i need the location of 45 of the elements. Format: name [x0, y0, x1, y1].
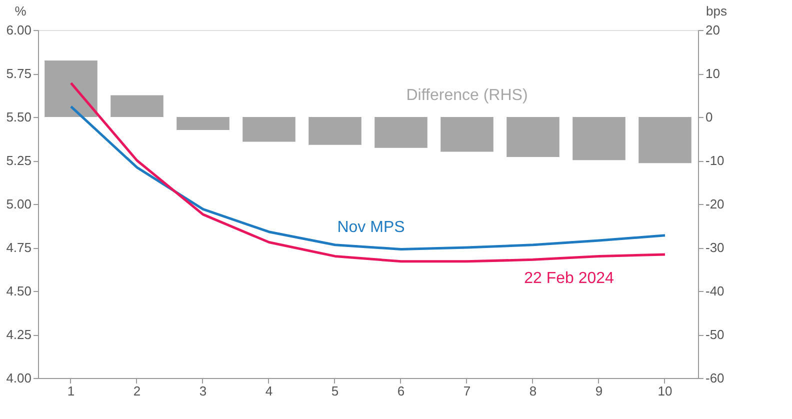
bar — [638, 117, 692, 164]
bar — [440, 117, 494, 152]
bar — [572, 117, 626, 160]
y-tick-label: 6.00 — [6, 22, 32, 38]
y2-axis-title: bps — [706, 4, 728, 18]
y-tick-label: 5.75 — [6, 66, 32, 81]
y-tick-label: 5.50 — [6, 110, 32, 124]
y2-tick-label: 10 — [706, 66, 720, 81]
x-tick-label: 1 — [67, 384, 75, 398]
y-tick-label: 4.75 — [6, 240, 32, 255]
y2-tick-label: -30 — [706, 240, 724, 255]
bar — [374, 117, 428, 148]
y-axis-title: % — [14, 4, 27, 18]
y2-tick-label: -40 — [706, 284, 724, 298]
y2-tick-label: -10 — [706, 153, 724, 168]
line-series — [70, 105, 666, 250]
bar — [506, 117, 560, 158]
x-tick-label: 9 — [595, 384, 603, 398]
bar — [110, 95, 164, 117]
y2-tick-label: -20 — [706, 196, 724, 212]
bar — [308, 117, 362, 145]
x-tick-label: 4 — [265, 384, 273, 398]
x-tick-label: 2 — [133, 384, 141, 398]
series-label: 22 Feb 2024 — [524, 270, 614, 288]
series-label: Difference (RHS) — [406, 87, 528, 104]
bar — [242, 117, 296, 142]
x-tick-label: 10 — [658, 384, 672, 398]
y2-tick-label: -60 — [706, 370, 724, 386]
y-tick-label: 4.00 — [6, 370, 32, 386]
y2-tick-label: -50 — [706, 327, 724, 342]
bar — [44, 60, 98, 117]
series-label: Nov MPS — [337, 219, 405, 236]
y-tick-label: 5.25 — [6, 153, 32, 168]
y-tick-label: 5.00 — [6, 196, 32, 212]
x-tick-label: 5 — [331, 384, 339, 398]
y-tick-label: 4.25 — [6, 327, 32, 342]
line-series — [70, 82, 666, 263]
x-tick-label: 3 — [199, 384, 207, 398]
y2-tick-label: 0 — [706, 110, 713, 124]
x-tick-label: 8 — [529, 384, 537, 398]
y2-tick-label: 20 — [706, 22, 720, 38]
x-tick-label: 7 — [463, 384, 471, 398]
bar — [176, 117, 230, 130]
x-tick-label: 6 — [397, 384, 405, 398]
y-tick-label: 4.50 — [6, 284, 32, 298]
